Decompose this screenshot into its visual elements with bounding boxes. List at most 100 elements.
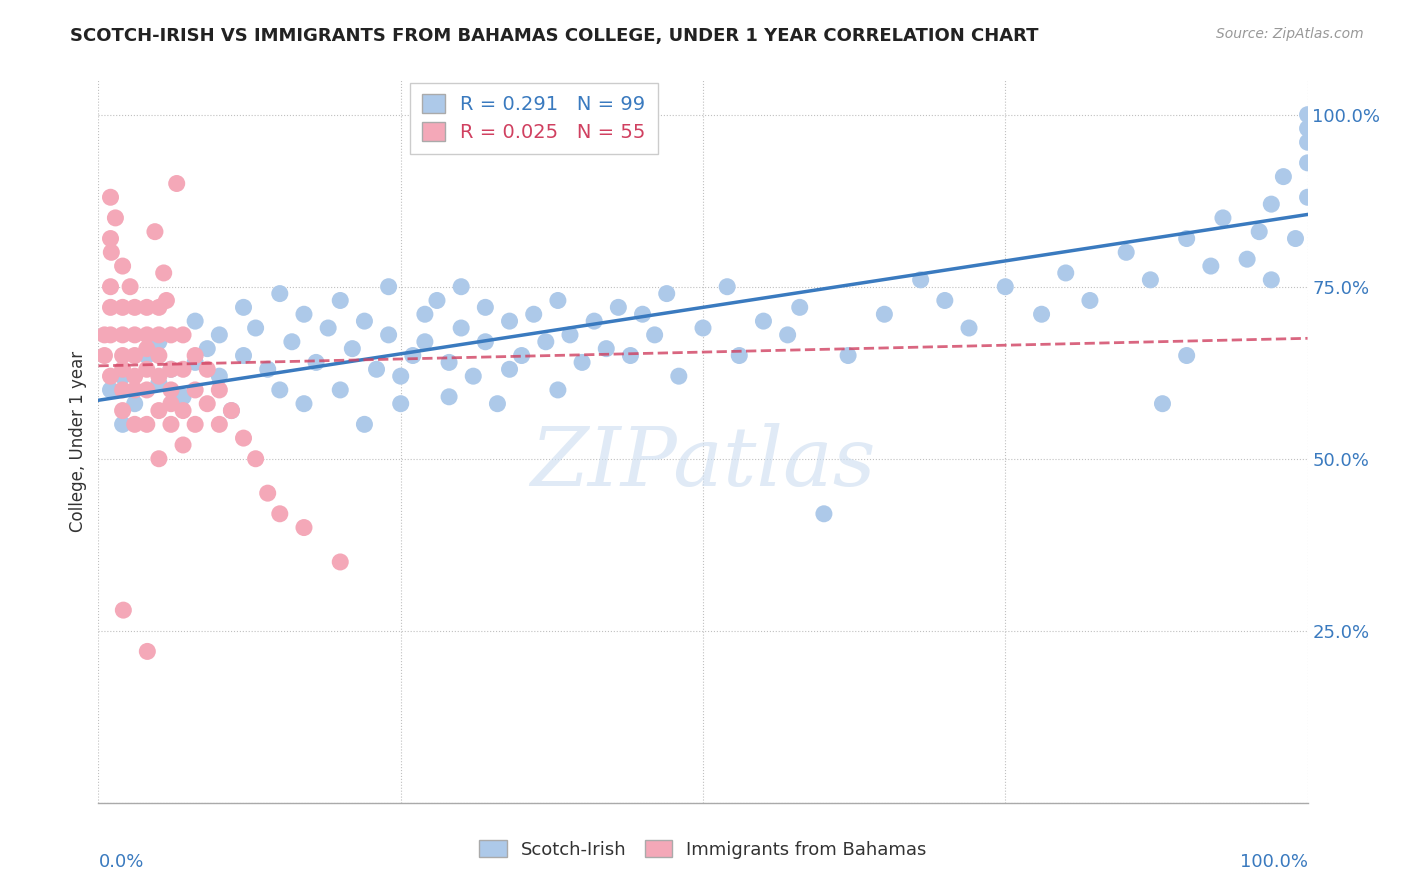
Point (184, 349, 207, 363)
Point (208, 417, 231, 432)
Point (160, 362, 183, 376)
Point (160, 417, 183, 432)
Point (377, 327, 399, 342)
Point (873, 307, 896, 321)
Point (120, 279, 142, 293)
Point (1260, 273, 1282, 287)
Point (353, 314, 375, 328)
Point (1284, 231, 1306, 245)
Point (413, 334, 436, 349)
Point (148, 369, 170, 384)
Point (292, 520, 315, 534)
Point (148, 334, 170, 349)
Point (172, 362, 194, 376)
Point (547, 293, 569, 308)
Point (342, 342, 364, 356)
Point (143, 225, 166, 239)
Point (232, 431, 254, 445)
Point (221, 403, 243, 417)
Point (172, 438, 194, 452)
Point (377, 279, 399, 293)
Point (1175, 349, 1198, 363)
Point (232, 349, 254, 363)
Point (426, 293, 449, 308)
Point (994, 279, 1017, 293)
Point (184, 355, 207, 369)
Point (111, 301, 134, 315)
Point (245, 321, 267, 335)
Point (1115, 245, 1137, 260)
Point (474, 301, 496, 315)
Point (910, 273, 932, 287)
Point (534, 334, 557, 349)
Point (208, 327, 231, 342)
Point (1139, 273, 1161, 287)
Point (135, 417, 157, 432)
Point (1272, 169, 1295, 184)
Point (111, 259, 134, 273)
Text: Source: ZipAtlas.com: Source: ZipAtlas.com (1216, 27, 1364, 41)
Point (498, 362, 520, 376)
Point (208, 369, 231, 384)
Point (111, 349, 134, 363)
Point (934, 293, 956, 308)
Point (402, 349, 425, 363)
Point (583, 314, 606, 328)
Point (184, 383, 207, 397)
Point (1152, 397, 1174, 411)
Point (184, 314, 207, 328)
Point (221, 403, 243, 417)
Point (100, 327, 122, 342)
Point (124, 301, 146, 315)
Point (124, 397, 146, 411)
Text: SCOTCH-IRISH VS IMMIGRANTS FROM BAHAMAS COLLEGE, UNDER 1 YEAR CORRELATION CHART: SCOTCH-IRISH VS IMMIGRANTS FROM BAHAMAS … (70, 27, 1039, 45)
Point (172, 327, 194, 342)
Point (329, 293, 352, 308)
Point (135, 301, 157, 315)
Point (195, 342, 218, 356)
Point (716, 279, 738, 293)
Point (184, 417, 207, 432)
Point (160, 362, 183, 376)
Point (100, 369, 122, 384)
Point (571, 355, 593, 369)
Point (195, 362, 218, 376)
Point (1078, 293, 1101, 308)
Point (595, 342, 617, 356)
Point (292, 397, 315, 411)
Y-axis label: College, Under 1 year: College, Under 1 year (69, 351, 87, 533)
Point (837, 349, 859, 363)
Point (245, 451, 267, 466)
Point (413, 307, 436, 321)
Point (124, 417, 146, 432)
Point (437, 355, 460, 369)
Point (1260, 197, 1282, 211)
Point (366, 362, 388, 376)
Point (463, 369, 485, 384)
Point (619, 349, 641, 363)
Point (93, 327, 115, 342)
Point (1175, 231, 1198, 245)
Point (172, 390, 194, 404)
Point (160, 397, 183, 411)
Point (100, 279, 122, 293)
Point (1236, 252, 1258, 267)
Point (1296, 190, 1319, 204)
Point (111, 403, 134, 417)
Point (93, 349, 115, 363)
Point (148, 403, 170, 417)
Point (111, 362, 134, 376)
Point (437, 390, 460, 404)
Point (558, 327, 581, 342)
Text: 100.0%: 100.0% (1240, 854, 1308, 871)
Point (1199, 259, 1222, 273)
Point (160, 383, 183, 397)
Point (1054, 266, 1077, 280)
Point (136, 644, 159, 658)
Text: ZIPatlas: ZIPatlas (530, 423, 876, 503)
Point (292, 307, 315, 321)
Point (172, 403, 194, 417)
Point (547, 383, 569, 397)
Point (510, 349, 533, 363)
Point (100, 245, 122, 260)
